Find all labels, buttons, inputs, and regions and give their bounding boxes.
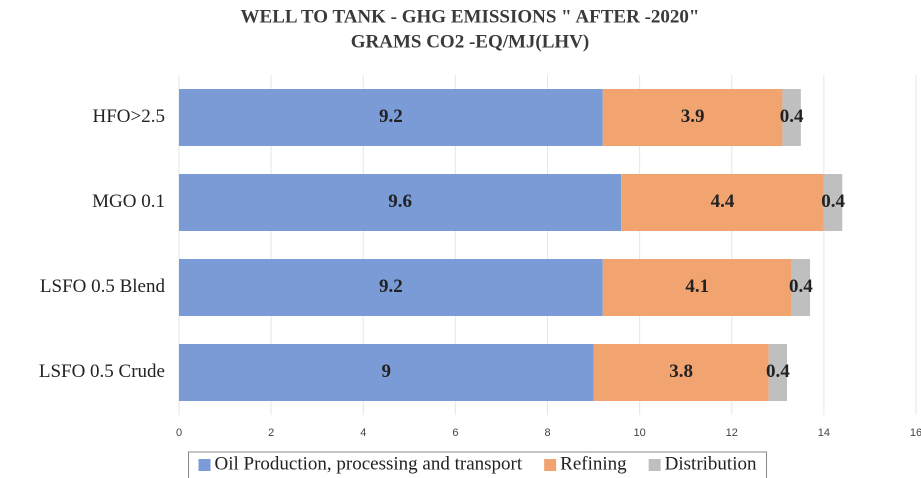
x-tick-label: 8 xyxy=(544,427,550,439)
legend-swatch xyxy=(198,459,211,471)
x-tick-label: 12 xyxy=(726,427,738,439)
data-label: 3.8 xyxy=(669,361,693,382)
x-tick-label: 10 xyxy=(634,427,646,439)
bar-segment xyxy=(602,259,792,316)
x-tick-label: 14 xyxy=(818,427,830,439)
x-tick-label: 6 xyxy=(452,427,458,439)
data-label: 4.1 xyxy=(685,276,709,297)
chart-title: WELL TO TANK - GHG EMISSIONS " AFTER -20… xyxy=(241,6,700,27)
bar-segment xyxy=(179,174,622,231)
y-tick-label: LSFO 0.5 Crude xyxy=(39,361,165,382)
data-label: 4.4 xyxy=(711,191,735,212)
legend-label: Refining xyxy=(560,453,627,474)
bar-segment xyxy=(621,174,824,231)
data-label: 9.2 xyxy=(379,106,403,127)
y-tick-label: MGO 0.1 xyxy=(92,191,165,212)
data-label: 9 xyxy=(382,361,392,382)
bar-segment xyxy=(782,89,801,146)
data-label: 0.4 xyxy=(821,191,845,212)
bar-segment xyxy=(179,259,603,316)
bar-segment xyxy=(791,259,811,316)
chart-subtitle: GRAMS CO2 -EQ/MJ(LHV) xyxy=(351,31,590,52)
y-tick-label: HFO>2.5 xyxy=(93,106,165,127)
x-tick-label: 4 xyxy=(360,427,366,439)
legend-box xyxy=(188,451,767,478)
data-label: 0.4 xyxy=(789,276,813,297)
data-label: 9.2 xyxy=(379,276,403,297)
bar-segment xyxy=(602,89,783,146)
legend-swatch xyxy=(544,459,557,471)
x-tick-label: 2 xyxy=(268,427,274,439)
legend-label: Oil Production, processing and transport xyxy=(215,453,523,474)
legend-label: Distribution xyxy=(665,453,757,474)
bar-segment xyxy=(179,344,594,401)
bar-segment xyxy=(768,344,788,401)
data-label: 3.9 xyxy=(681,106,705,127)
bar-segment xyxy=(593,344,769,401)
data-label: 0.4 xyxy=(766,361,790,382)
bar-segment xyxy=(823,174,843,231)
data-label: 0.4 xyxy=(780,106,804,127)
data-label: 9.6 xyxy=(388,191,412,212)
x-tick-label: 0 xyxy=(176,427,182,439)
legend-swatch xyxy=(648,459,661,471)
x-tick-label: 16 xyxy=(910,427,921,439)
bar-segment xyxy=(179,89,603,146)
y-tick-label: LSFO 0.5 Blend xyxy=(40,276,166,297)
